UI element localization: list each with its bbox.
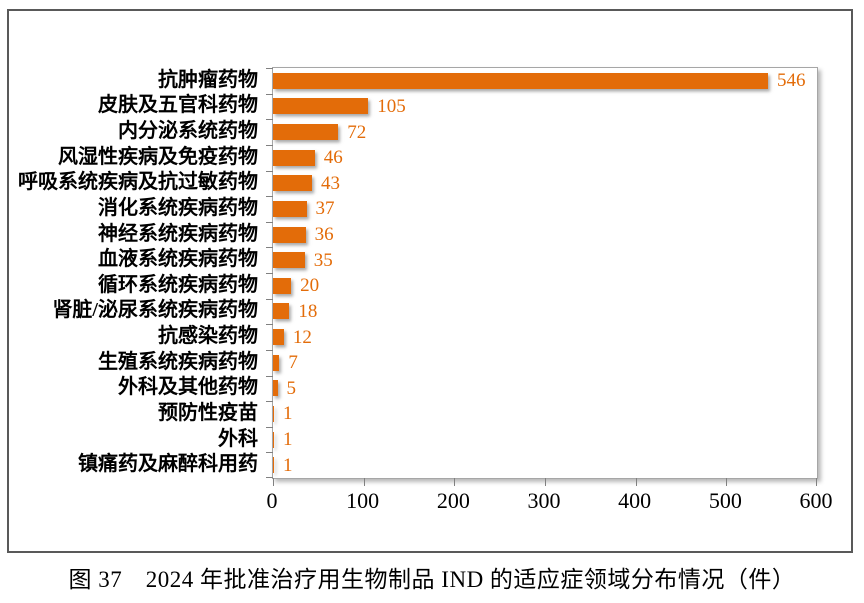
bar bbox=[273, 252, 305, 269]
bar-row: 18 bbox=[273, 299, 817, 325]
bar-row: 105 bbox=[273, 94, 817, 120]
y-axis-tick bbox=[266, 375, 273, 377]
category-label: 风湿性疾病及免疫药物 bbox=[58, 145, 258, 168]
value-label: 1 bbox=[283, 429, 293, 451]
bar-row: 7 bbox=[273, 350, 817, 376]
value-label: 46 bbox=[323, 147, 343, 169]
category-label: 预防性疫苗 bbox=[158, 401, 258, 424]
y-axis-tick bbox=[266, 221, 273, 223]
bar bbox=[273, 380, 278, 397]
value-label: 20 bbox=[300, 275, 320, 297]
y-axis-tick bbox=[266, 273, 273, 274]
bar-row: 1 bbox=[273, 427, 817, 453]
bar-row: 35 bbox=[273, 247, 817, 273]
category-label: 抗肿瘤药物 bbox=[158, 68, 258, 91]
bar-row: 546 bbox=[273, 68, 817, 94]
x-axis-tick bbox=[635, 478, 637, 486]
x-tick-label: 600 bbox=[799, 488, 833, 513]
x-axis-tick bbox=[726, 478, 728, 486]
bar-row: 43 bbox=[273, 171, 817, 197]
y-axis-tick bbox=[266, 349, 273, 351]
category-label: 外科及其他药物 bbox=[118, 376, 258, 399]
bar bbox=[273, 226, 306, 243]
category-label: 血液系统疾病药物 bbox=[98, 248, 258, 271]
bar bbox=[273, 175, 312, 192]
category-label: 内分泌系统药物 bbox=[118, 120, 258, 143]
value-label: 36 bbox=[314, 224, 334, 246]
bar bbox=[273, 277, 292, 294]
category-label: 抗感染药物 bbox=[158, 325, 258, 348]
value-label: 72 bbox=[347, 121, 367, 143]
x-tick-label: 0 bbox=[266, 488, 278, 513]
y-axis-tick bbox=[266, 196, 273, 198]
category-label: 镇痛药及麻醉科用药 bbox=[78, 453, 258, 476]
x-tick-label: 500 bbox=[708, 488, 742, 513]
value-label: 7 bbox=[288, 352, 298, 374]
value-label: 12 bbox=[292, 326, 312, 348]
bar bbox=[273, 98, 369, 115]
bar-row: 1 bbox=[273, 452, 817, 478]
bar-row: 72 bbox=[273, 119, 817, 145]
bar bbox=[273, 457, 274, 474]
bar bbox=[273, 329, 284, 346]
y-axis-tick bbox=[266, 144, 273, 146]
y-axis-tick bbox=[266, 170, 273, 172]
x-tick-label: 200 bbox=[436, 488, 470, 513]
value-label: 18 bbox=[298, 300, 318, 322]
bar-row: 20 bbox=[273, 273, 817, 299]
x-axis-tick bbox=[273, 478, 274, 486]
category-label: 循环系统疾病药物 bbox=[98, 273, 258, 296]
value-label: 43 bbox=[320, 172, 340, 194]
bar bbox=[273, 431, 274, 448]
category-label: 神经系统疾病药物 bbox=[98, 222, 258, 245]
x-axis-tick bbox=[454, 478, 456, 486]
y-axis-tick bbox=[266, 426, 273, 428]
y-axis-tick bbox=[266, 401, 273, 403]
category-label: 皮肤及五官科药物 bbox=[98, 94, 258, 117]
y-axis-tick bbox=[266, 119, 273, 121]
y-axis-tick bbox=[266, 68, 273, 69]
bar bbox=[273, 124, 339, 141]
y-axis-tick bbox=[266, 477, 273, 478]
value-label: 546 bbox=[777, 70, 806, 92]
value-label: 105 bbox=[377, 95, 406, 117]
category-label: 外科 bbox=[218, 427, 258, 450]
x-tick-label: 300 bbox=[527, 488, 561, 513]
value-label: 37 bbox=[315, 198, 335, 220]
category-label: 呼吸系统疾病及抗过敏药物 bbox=[18, 171, 258, 194]
bar-row: 36 bbox=[273, 222, 817, 248]
value-label: 1 bbox=[283, 454, 293, 476]
value-label: 1 bbox=[283, 403, 293, 425]
bar-row: 46 bbox=[273, 145, 817, 171]
y-axis-tick bbox=[266, 324, 273, 326]
bar-row: 5 bbox=[273, 376, 817, 402]
figure-caption: 图 37 2024 年批准治疗用生物制品 IND 的适应症领域分布情况（件） bbox=[68, 567, 796, 592]
figure-box: 546 105 72 46 43 37 36 35 20 18 12 7 5 1 1 1 抗肿瘤药物皮肤及五官… bbox=[7, 9, 853, 553]
bar bbox=[273, 149, 315, 166]
bar bbox=[273, 303, 290, 320]
bar-row: 12 bbox=[273, 324, 817, 350]
x-axis-tick bbox=[545, 478, 546, 486]
y-axis-tick bbox=[266, 93, 273, 95]
bar bbox=[273, 354, 280, 371]
bar bbox=[273, 72, 769, 89]
value-label: 5 bbox=[286, 377, 297, 399]
x-tick-label: 400 bbox=[618, 488, 652, 513]
y-axis-tick bbox=[266, 452, 273, 454]
plot-area: 546 105 72 46 43 37 36 35 20 18 12 7 5 1 1 1 bbox=[266, 67, 818, 486]
bar bbox=[273, 405, 274, 422]
category-label: 消化系统疾病药物 bbox=[98, 196, 258, 219]
category-label: 肾脏/泌尿系统疾病药物 bbox=[52, 299, 258, 322]
x-axis-tick bbox=[363, 478, 365, 486]
x-axis-tick bbox=[816, 478, 817, 486]
bar-row: 1 bbox=[273, 401, 817, 427]
y-axis-tick bbox=[266, 247, 273, 249]
x-tick-label: 100 bbox=[346, 488, 380, 513]
y-axis-tick bbox=[266, 298, 273, 300]
category-label: 生殖系统疾病药物 bbox=[98, 350, 258, 373]
bar-row: 37 bbox=[273, 196, 817, 222]
bar bbox=[273, 200, 307, 217]
value-label: 35 bbox=[313, 249, 333, 271]
